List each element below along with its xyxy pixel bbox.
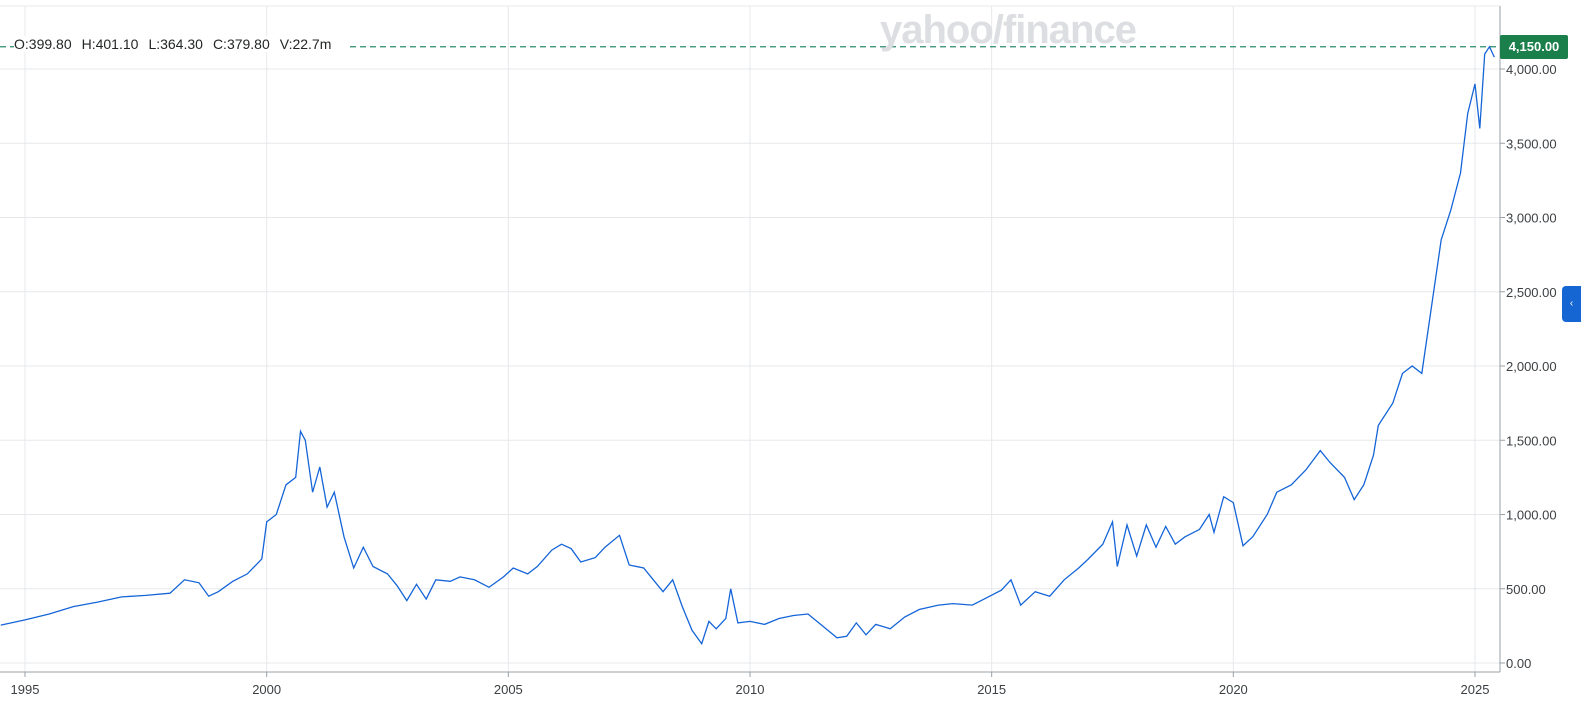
- y-tick-label: 1,000.00: [1506, 508, 1557, 523]
- expand-panel-handle[interactable]: ‹: [1562, 286, 1581, 322]
- yahoo-finance-watermark: yahoo/finance: [880, 8, 1137, 52]
- x-tick-label: 2025: [1461, 682, 1490, 697]
- y-tick-label: 2,000.00: [1506, 359, 1557, 374]
- high-value: H:401.10: [81, 36, 139, 52]
- x-tick-label: 2000: [252, 682, 281, 697]
- x-tick-label: 2005: [494, 682, 523, 697]
- chevron-left-icon: ‹: [1569, 298, 1574, 309]
- y-tick-label: 4,000.00: [1506, 62, 1557, 77]
- y-tick-label: 500.00: [1506, 582, 1546, 597]
- last-price-tag: 4,150.00: [1500, 35, 1568, 59]
- x-tick-label: 1995: [11, 682, 40, 697]
- x-tick-label: 2010: [736, 682, 765, 697]
- y-tick-label: 3,000.00: [1506, 211, 1557, 226]
- y-axis-ticks: 0.00 500.00 1,000.00 1,500.00 2,000.00 2,500.…: [1500, 62, 1557, 671]
- close-value: C:379.80: [212, 36, 270, 52]
- y-tick-label: 1,500.00: [1506, 433, 1557, 448]
- x-tick-label: 2020: [1219, 682, 1248, 697]
- price-series-line[interactable]: [0, 45, 1495, 646]
- x-axis-ticks: 1995 2000 2005 2010 2015 2020 2025: [11, 672, 1490, 697]
- low-value: L:364.30: [148, 36, 203, 52]
- x-tick-label: 2015: [977, 682, 1006, 697]
- volume-value: V:22.7m: [279, 36, 332, 52]
- grid-lines: [0, 6, 1500, 672]
- y-tick-label: 3,500.00: [1506, 136, 1557, 151]
- y-tick-label: 0.00: [1506, 656, 1531, 671]
- open-value: O:399.80: [14, 36, 72, 52]
- y-tick-label: 2,500.00: [1506, 285, 1557, 300]
- ohlc-readout: O:399.80 H:401.10 L:364.30 C:379.80 V:22.7m: [14, 36, 348, 52]
